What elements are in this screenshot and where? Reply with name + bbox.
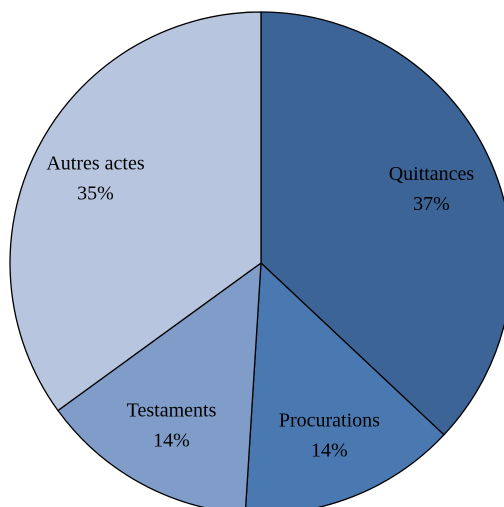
pie-slice	[260, 11, 504, 436]
slice-label: Procurations	[279, 409, 380, 431]
slice-label: Testaments	[127, 399, 217, 421]
slice-value-label: 14%	[153, 429, 190, 451]
pie-slice	[9, 11, 262, 412]
pie-slice	[57, 261, 262, 507]
slice-value-label: 37%	[413, 193, 450, 215]
slice-value-label: 35%	[77, 182, 114, 204]
slice-value-label: 14%	[311, 439, 348, 461]
slice-label: Autres actes	[46, 152, 145, 174]
pie-slice	[244, 261, 445, 507]
slice-label: Quittances	[389, 163, 475, 185]
